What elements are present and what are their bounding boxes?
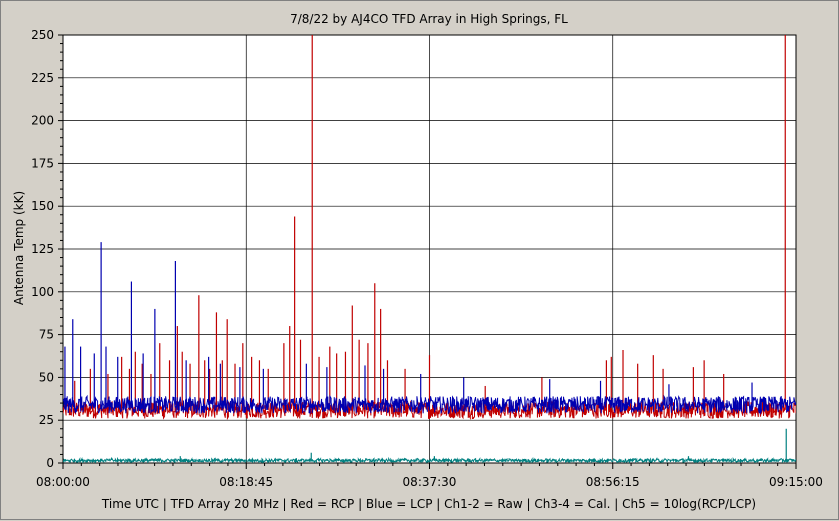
y-tick-label: 25 (39, 413, 54, 427)
series-line-2 (63, 456, 796, 463)
y-tick-label: 75 (39, 328, 54, 342)
series-group (63, 35, 796, 463)
x-tick-label: 09:15:00 (769, 475, 823, 489)
x-tick-label: 08:56:15 (586, 475, 640, 489)
y-tick-label: 50 (39, 370, 54, 384)
x-tick-label: 08:00:00 (36, 475, 90, 489)
x-tick-label: 08:18:45 (219, 475, 273, 489)
chart-title: 7/8/22 by AJ4CO TFD Array in High Spring… (290, 12, 568, 26)
x-axis-ticks: 08:00:00 08:18:45 08:37:30 08:56:15 09:15:00 (36, 463, 823, 489)
y-tick-label: 0 (46, 456, 54, 470)
y-axis-label: Antenna Temp (kK) (12, 191, 26, 305)
y-tick-label: 250 (31, 28, 54, 42)
x-tick-label: 08:37:30 (403, 475, 457, 489)
y-tick-label: 150 (31, 199, 54, 213)
y-tick-label: 100 (31, 285, 54, 299)
x-axis-label: Time UTC | TFD Array 20 MHz | Red = RCP … (101, 497, 756, 511)
y-tick-label: 175 (31, 156, 54, 170)
y-tick-label: 200 (31, 114, 54, 128)
y-tick-label: 225 (31, 71, 54, 85)
grid-lines (63, 35, 796, 463)
series-line-1 (63, 394, 796, 416)
y-axis-ticks: 0 25 50 75 100 125 150 175 200 225 250 (31, 28, 63, 470)
y-tick-label: 125 (31, 242, 54, 256)
